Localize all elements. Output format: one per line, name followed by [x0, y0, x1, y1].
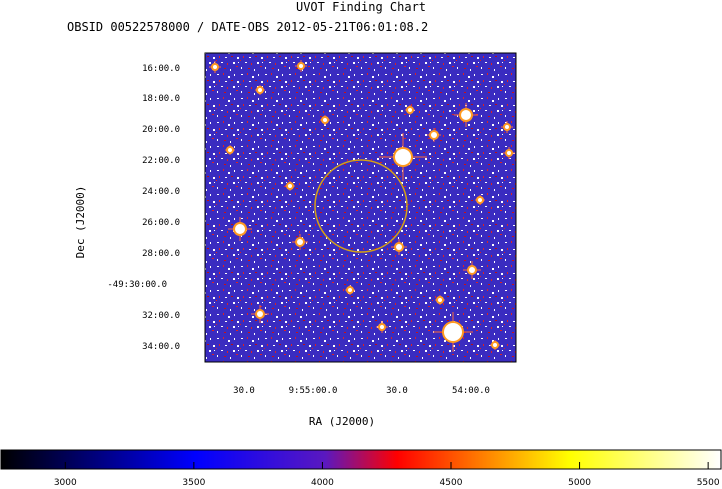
- star: [408, 108, 412, 112]
- chart-subtitle: OBSID 00522578000 / DATE-OBS 2012-05-21T…: [67, 20, 429, 34]
- star: [288, 184, 292, 188]
- dec-tick-label: 32:00.0: [142, 311, 180, 321]
- star: [444, 323, 462, 341]
- star: [299, 64, 303, 68]
- star-field: [209, 60, 515, 352]
- colorbar-tick-label: 4500: [440, 478, 463, 488]
- dec-tick-label: 34:00.0: [142, 342, 180, 352]
- ra-tick-label: 54:00.0: [452, 386, 490, 396]
- dec-tick-label: 18:00.0: [142, 94, 180, 104]
- star: [235, 224, 245, 234]
- star: [323, 118, 327, 122]
- ra-tick-label: 30.0: [386, 386, 408, 396]
- colorbar-ticks: 3000 3500 4000 4500 5000 5500: [54, 462, 720, 488]
- star: [228, 148, 232, 152]
- dec-tick-label: 26:00.0: [142, 218, 180, 228]
- x-axis-label: RA (J2000): [309, 415, 375, 428]
- star: [257, 311, 263, 317]
- star: [258, 88, 262, 92]
- star: [438, 298, 442, 302]
- dec-tick-label: 16:00.0: [142, 64, 180, 74]
- star: [507, 151, 511, 155]
- star: [431, 132, 437, 138]
- star: [395, 149, 411, 165]
- colorbar-tick-label: 3500: [182, 478, 205, 488]
- colorbar-tick-label: 3000: [54, 478, 77, 488]
- ra-tick-label: 9:55:00.0: [289, 386, 338, 396]
- colorbar-tick-label: 5000: [568, 478, 591, 488]
- dec-ticks: 16:00.0 18:00.0 20:00.0 22:00.0 24:00.0 26:00…: [107, 64, 180, 352]
- ra-ticks: 30.0 9:55:00.0 30.0 54:00.0: [233, 386, 490, 396]
- star: [478, 198, 482, 202]
- dec-tick-label: 22:00.0: [142, 156, 180, 166]
- image-frame: [204, 52, 517, 363]
- star: [493, 343, 497, 347]
- colorbar-tick-label: 5500: [697, 478, 720, 488]
- y-axis-label: Dec (J2000): [74, 186, 87, 259]
- ra-tick-label: 30.0: [233, 386, 255, 396]
- dec-tick-label: 20:00.0: [142, 125, 180, 135]
- colorbar: [0, 449, 722, 470]
- star: [505, 125, 509, 129]
- star: [396, 244, 402, 250]
- star: [297, 239, 303, 245]
- colorbar-tick-label: 4000: [311, 478, 334, 488]
- chart-title: UVOT Finding Chart: [295, 0, 427, 14]
- dec-tick-label: 28:00.0: [142, 249, 180, 259]
- source-region-circle: [314, 159, 408, 253]
- star: [469, 267, 475, 273]
- star: [348, 288, 352, 292]
- dec-tick-label: -49:30:00.0: [107, 280, 167, 290]
- star: [461, 110, 471, 120]
- dec-tick-label: 24:00.0: [142, 187, 180, 197]
- sky-image: [205, 53, 516, 362]
- star: [213, 65, 217, 69]
- star: [380, 325, 384, 329]
